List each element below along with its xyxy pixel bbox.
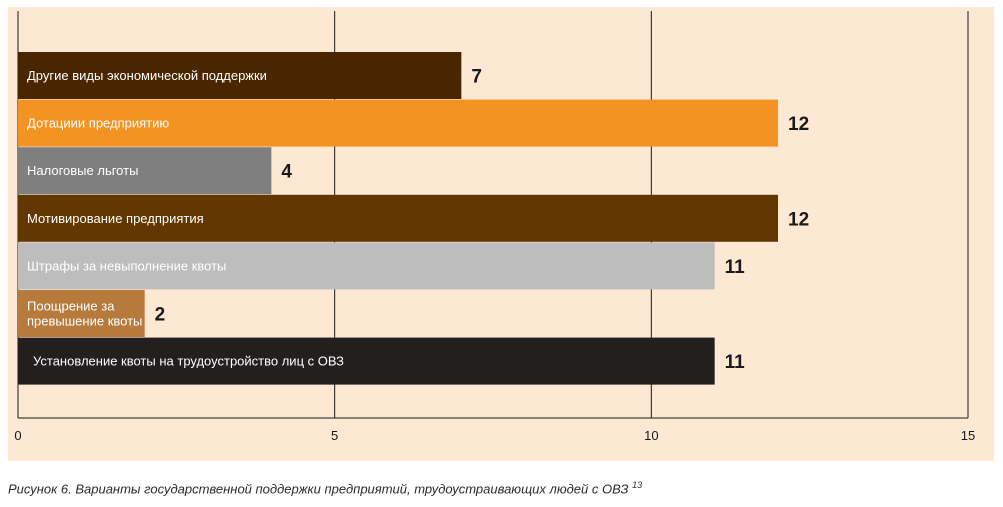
bar [18,52,462,99]
figure-caption: Рисунок 6. Варианты государственной подд… [8,480,642,496]
bar-value-label: 4 [281,162,292,183]
bar-value-label: 12 [788,209,809,230]
bar-category-label: Мотивирование предприятия [27,211,204,226]
bar-value-label: 2 [155,305,166,326]
bar [18,194,778,242]
chart-panel: 0 5 10 15 Другие виды экономической поддержк… [8,7,994,461]
x-tick-label: 10 [644,428,658,443]
bar-value-label: 12 [788,114,809,135]
bar-category-label: Другие виды экономической поддержки [27,68,267,83]
x-tick-label: 5 [331,428,338,443]
bar [18,337,715,385]
bar-value-label: 11 [725,257,746,278]
bar [18,290,145,337]
bar-category-label: Установление квоты на трудоустройство ли… [33,354,344,369]
x-tick-label: 0 [14,428,21,443]
x-tick-label: 15 [961,428,975,443]
bar-category-label: Поощрение за превышение квоты [27,299,142,329]
caption-footnote: 13 [632,480,643,490]
bar-category-label: Налоговые льготы [27,163,138,178]
bar [18,147,272,195]
bar-chart: 0 5 10 15 Другие виды экономической поддержк… [14,11,975,443]
bar-category-label: Дотациии предприятию [27,116,169,131]
bar [18,99,778,147]
bar-value-label: 11 [725,352,746,373]
bar [18,242,715,290]
caption-text: Рисунок 6. Варианты государственной подд… [8,481,629,497]
bar-category-label: Штрафы за невыполнение квоты [27,258,226,273]
bar-value-label: 7 [471,67,482,88]
